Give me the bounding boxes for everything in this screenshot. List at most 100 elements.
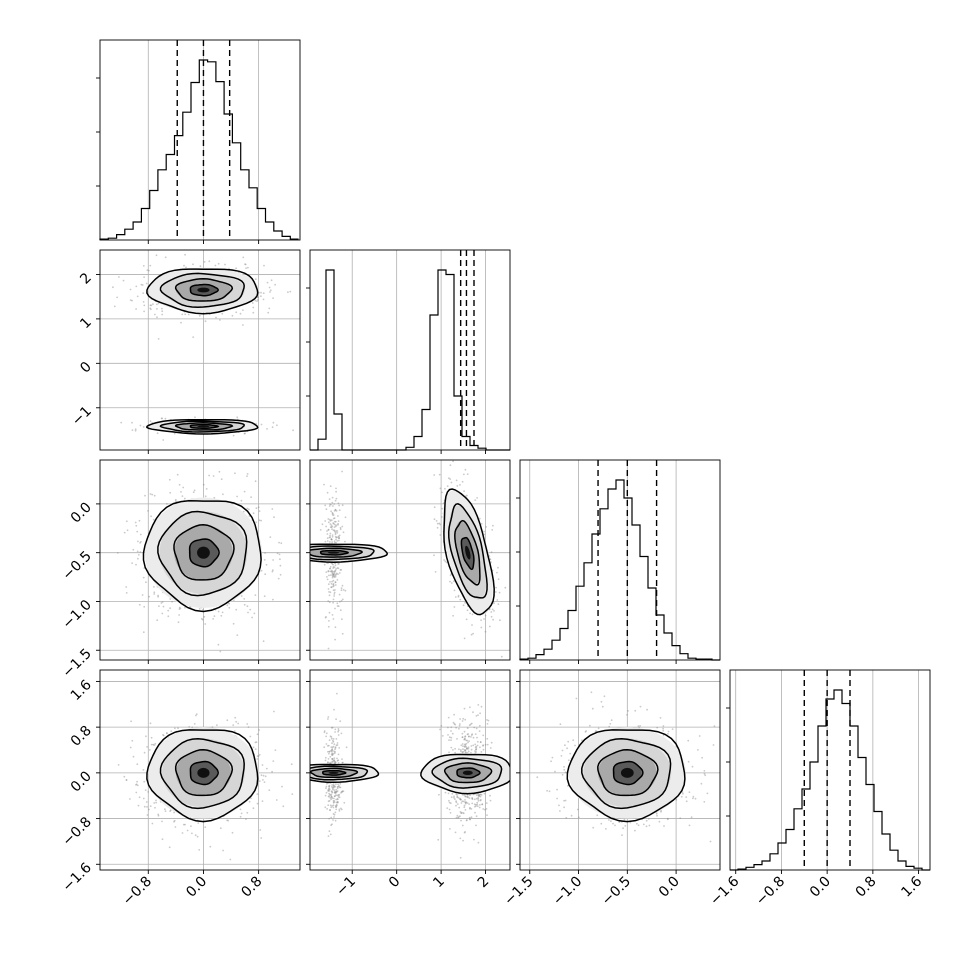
scatter-point — [341, 525, 344, 528]
scatter-point — [273, 516, 275, 519]
scatter-point — [495, 586, 497, 589]
scatter-point — [329, 523, 332, 525]
scatter-point — [461, 736, 464, 739]
scatter-point — [341, 470, 343, 473]
scatter-point — [336, 579, 339, 581]
scatter-point — [338, 593, 341, 596]
scatter-point — [465, 819, 468, 822]
scatter-point — [148, 749, 151, 751]
scatter-point — [490, 741, 493, 744]
scatter-point — [504, 586, 507, 589]
scatter-point — [273, 710, 275, 713]
scatter-point — [340, 568, 343, 571]
scatter-point — [263, 781, 266, 783]
scatter-point — [333, 761, 336, 764]
scatter-point — [475, 824, 477, 827]
scatter-point — [138, 603, 141, 606]
scatter-point — [342, 790, 345, 793]
x-tick-label: 0.8 — [238, 874, 265, 901]
scatter-point — [275, 799, 278, 801]
scatter-point — [497, 578, 500, 581]
scatter-point — [330, 762, 333, 765]
scatter-point — [459, 837, 462, 840]
scatter-point — [474, 733, 477, 735]
scatter-point — [458, 727, 460, 730]
scatter-point — [462, 750, 465, 753]
scatter-point — [173, 819, 176, 822]
scatter-point — [332, 752, 335, 755]
scatter-point — [329, 804, 332, 807]
scatter-point — [474, 746, 477, 749]
contour-line — [310, 767, 359, 778]
scatter-point — [334, 761, 337, 763]
scatter-point — [323, 483, 325, 486]
scatter-point — [338, 504, 340, 507]
scatter-point — [328, 830, 331, 833]
scatter-point — [329, 809, 331, 812]
scatter-point — [331, 754, 334, 756]
scatter-point — [139, 542, 142, 544]
scatter-point — [332, 788, 334, 791]
scatter-point — [276, 552, 279, 555]
scatter-point — [145, 735, 147, 738]
scatter-point — [433, 554, 435, 557]
scatter-point — [323, 730, 326, 732]
scatter-point — [335, 572, 338, 575]
scatter-point — [155, 799, 157, 802]
scatter-point — [448, 739, 450, 741]
scatter-point — [338, 810, 341, 812]
scatter-point — [470, 734, 473, 736]
scatter-point — [690, 816, 693, 819]
scatter-point — [464, 602, 466, 604]
scatter-point — [336, 602, 339, 605]
scatter-point — [338, 534, 341, 537]
scatter-point — [330, 538, 333, 541]
scatter-point — [478, 794, 480, 796]
scatter-point — [325, 785, 328, 788]
scatter-point — [334, 535, 337, 538]
scatter-point — [332, 585, 334, 588]
scatter-point — [278, 541, 280, 544]
scatter-point — [333, 584, 335, 587]
contour-line — [188, 538, 220, 568]
contour-line — [146, 729, 259, 823]
scatter-point — [331, 742, 333, 745]
scatter-point — [476, 801, 479, 804]
scatter-point — [466, 609, 469, 612]
scatter-point — [143, 605, 146, 608]
scatter-point — [239, 808, 242, 811]
y-tick-label: −0.5 — [59, 548, 94, 583]
scatter-point — [339, 526, 342, 529]
scatter-point — [333, 526, 336, 528]
scatter-point — [436, 522, 439, 525]
scatter-point — [327, 758, 330, 760]
scatter-point — [480, 705, 483, 708]
density-region — [197, 287, 210, 293]
scatter-point — [264, 775, 267, 778]
scatter-point — [475, 797, 478, 800]
scatter-point — [592, 826, 595, 829]
contour-line — [443, 488, 495, 616]
scatter-point — [129, 798, 131, 800]
scatter-point — [331, 752, 333, 754]
scatter-point — [337, 520, 340, 522]
scatter-point — [448, 751, 450, 754]
scatter-point — [332, 819, 334, 821]
scatter-point — [240, 812, 243, 815]
scatter-point — [335, 803, 338, 806]
scatter-point — [327, 562, 329, 565]
joint-content — [117, 710, 294, 861]
scatter-point — [274, 749, 277, 751]
scatter-point — [211, 726, 214, 729]
joint-panel-p1-p3: −1 0 1 2 — [306, 669, 511, 899]
scatter-point — [143, 780, 146, 783]
scatter-point — [259, 829, 262, 831]
scatter-point — [337, 605, 340, 607]
scatter-point — [452, 460, 454, 463]
scatter-point — [482, 745, 484, 747]
scatter-point — [341, 791, 344, 793]
scatter-point — [334, 570, 336, 572]
scatter-point — [446, 807, 449, 809]
scatter-point — [255, 741, 258, 743]
scatter-point — [174, 500, 177, 502]
